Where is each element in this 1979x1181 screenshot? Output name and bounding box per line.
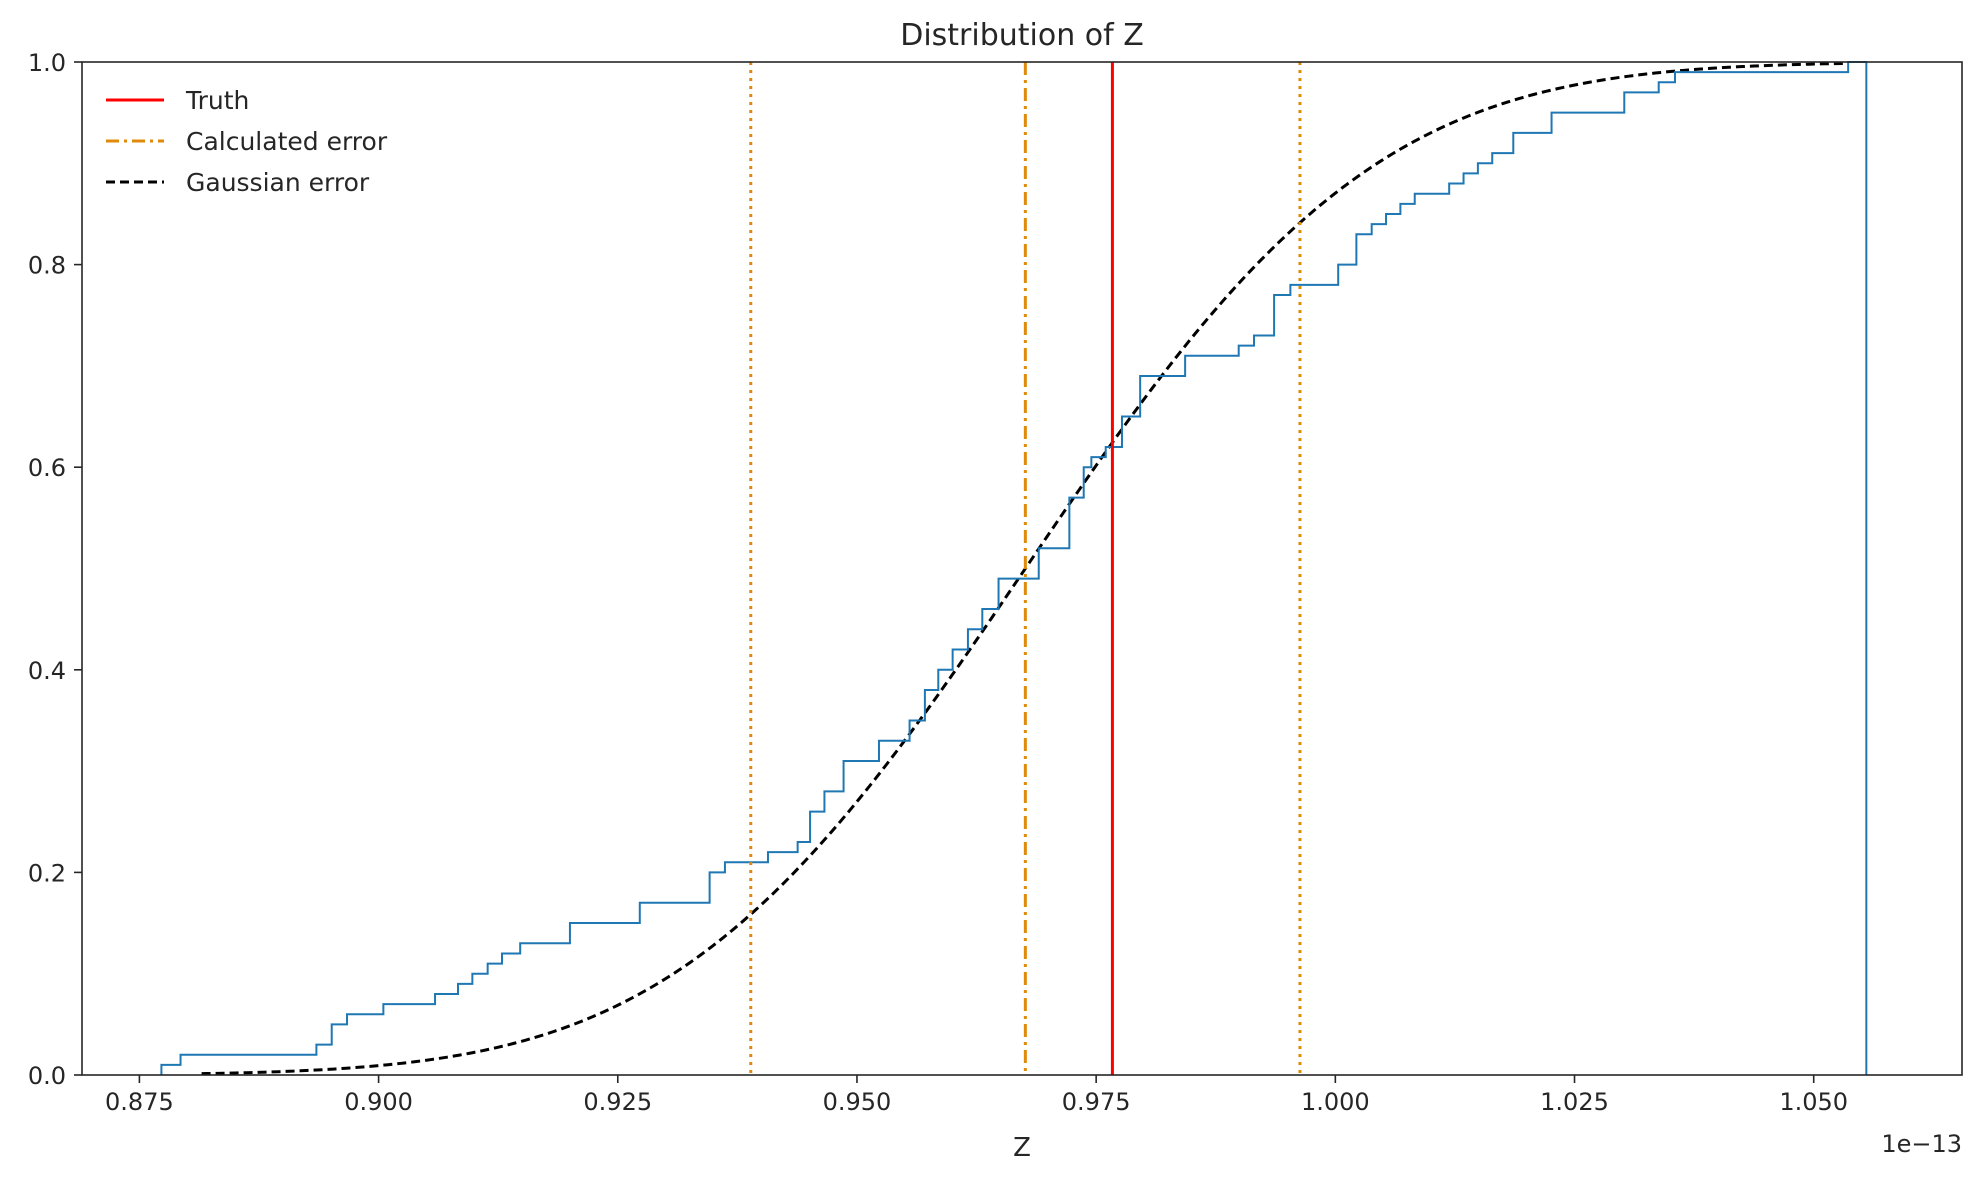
series-layer [160, 61, 1868, 1076]
legend-label-truth: Truth [185, 86, 249, 115]
y-tick-label: 0.6 [28, 454, 66, 482]
gaussian-error-curve [201, 61, 1848, 1076]
x-axis-label: Z [1013, 1133, 1031, 1163]
axes-frame [81, 61, 1963, 1076]
x-tick-label: 0.975 [1062, 1088, 1131, 1116]
x-offset-label: 1e−13 [1881, 1130, 1962, 1158]
x-tick-label: 0.900 [344, 1088, 413, 1116]
y-tick-label: 0.4 [28, 657, 66, 685]
chart-title: Distribution of Z [900, 18, 1144, 53]
legend-label-gaussian-error: Gaussian error [186, 168, 370, 197]
y-tick-label: 0.0 [28, 1062, 66, 1090]
x-tick-label: 1.050 [1779, 1088, 1848, 1116]
x-tick-label: 1.000 [1301, 1088, 1370, 1116]
ecdf-step-line [160, 61, 1868, 1075]
plot-area [160, 61, 1868, 1076]
y-tick-label: 0.8 [28, 252, 66, 280]
x-tick-label: 0.875 [105, 1088, 174, 1116]
x-tick-label: 1.025 [1540, 1088, 1609, 1116]
ticks-layer: 0.875 0.900 0.925 0.950 0.975 1.000 1.025 1.050… [28, 49, 1848, 1116]
x-tick-label: 0.950 [823, 1088, 892, 1116]
y-tick-label: 1.0 [28, 49, 66, 77]
y-tick-label: 0.2 [28, 859, 66, 887]
legend-label-calculated-error: Calculated error [186, 127, 388, 156]
legend: Truth Calculated error Gaussian error [106, 86, 388, 197]
x-tick-label: 0.925 [583, 1088, 652, 1116]
